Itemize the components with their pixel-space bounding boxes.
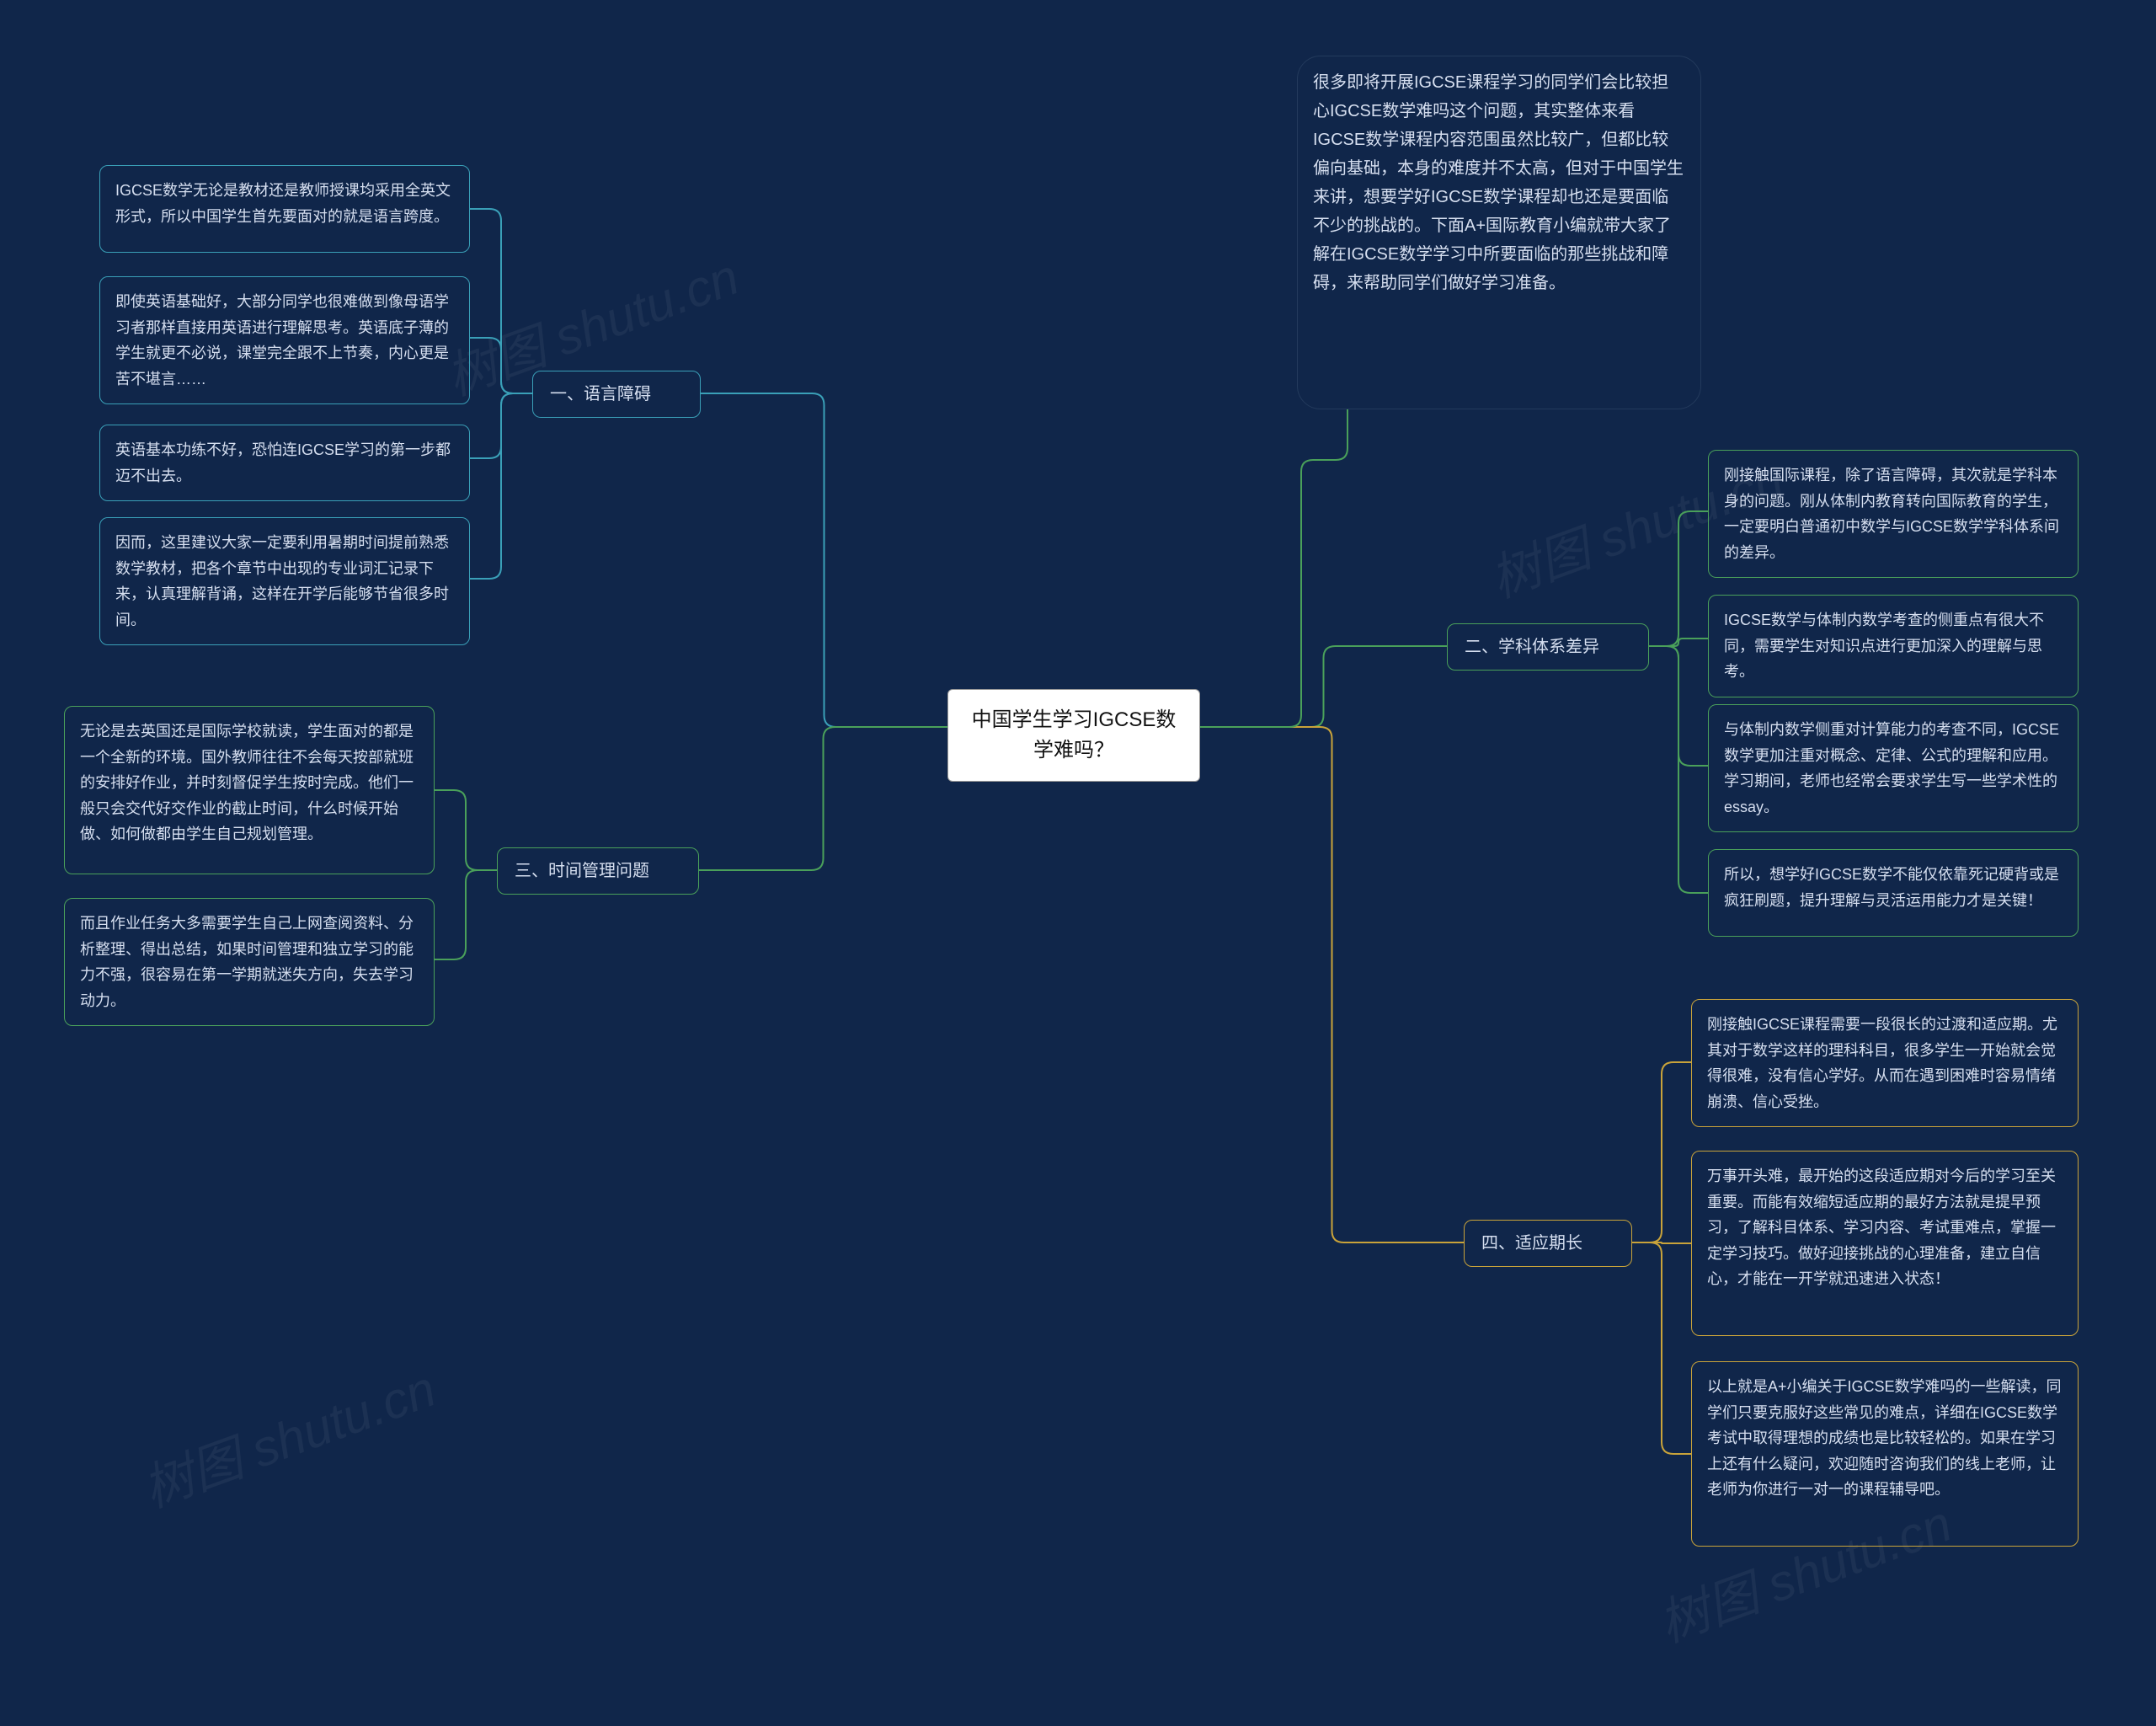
leaf-node: 因而，这里建议大家一定要利用暑期时间提前熟悉数学教材，把各个章节中出现的专业词汇… — [99, 517, 470, 645]
leaf-node: 刚接触IGCSE课程需要一段很长的过渡和适应期。尤其对于数学这样的理科科目，很多… — [1691, 999, 2079, 1127]
branch-label: 一、语言障碍 — [550, 385, 651, 403]
branch-label: 三、时间管理问题 — [515, 862, 649, 880]
branch-label: 二、学科体系差异 — [1465, 638, 1599, 656]
leaf-text: 因而，这里建议大家一定要利用暑期时间提前熟悉数学教材，把各个章节中出现的专业词汇… — [115, 534, 449, 628]
leaf-node: 刚接触国际课程，除了语言障碍，其次就是学科本身的问题。刚从体制内教育转向国际教育… — [1708, 450, 2079, 578]
branch-language-barrier: 一、语言障碍 — [532, 371, 701, 418]
center-topic: 中国学生学习IGCSE数学难吗？ — [947, 689, 1200, 782]
leaf-node: 所以，想学好IGCSE数学不能仅依靠死记硬背或是疯狂刷题，提升理解与灵活运用能力… — [1708, 849, 2079, 937]
leaf-node: IGCSE数学与体制内数学考查的侧重点有很大不同，需要学生对知识点进行更加深入的… — [1708, 595, 2079, 697]
leaf-node: 英语基本功练不好，恐怕连IGCSE学习的第一步都迈不出去。 — [99, 425, 470, 501]
leaf-text: IGCSE数学无论是教材还是教师授课均采用全英文形式，所以中国学生首先要面对的就… — [115, 182, 451, 225]
intro-text: 很多即将开展IGCSE课程学习的同学们会比较担心IGCSE数学难吗这个问题，其实… — [1313, 73, 1684, 292]
center-topic-text: 中国学生学习IGCSE数学难吗？ — [972, 708, 1177, 761]
leaf-text: 即使英语基础好，大部分同学也很难做到像母语学习者那样直接用英语进行理解思考。英语… — [115, 293, 449, 387]
branch-label: 四、适应期长 — [1481, 1234, 1582, 1253]
leaf-text: 而且作业任务大多需要学生自己上网查阅资料、分析整理、得出总结，如果时间管理和独立… — [80, 915, 414, 1009]
leaf-text: 与体制内数学侧重对计算能力的考查不同，IGCSE数学更加注重对概念、定律、公式的… — [1724, 721, 2059, 815]
leaf-text: 以上就是A+小编关于IGCSE数学难吗的一些解读，同学们只要克服好这些常见的难点… — [1707, 1378, 2062, 1498]
leaf-node: IGCSE数学无论是教材还是教师授课均采用全英文形式，所以中国学生首先要面对的就… — [99, 165, 470, 253]
leaf-text: 万事开头难，最开始的这段适应期对今后的学习至关重要。而能有效缩短适应期的最好方法… — [1707, 1168, 2056, 1287]
branch-adaptation-period: 四、适应期长 — [1464, 1220, 1632, 1267]
leaf-node: 以上就是A+小编关于IGCSE数学难吗的一些解读，同学们只要克服好这些常见的难点… — [1691, 1361, 2079, 1547]
leaf-text: IGCSE数学与体制内数学考查的侧重点有很大不同，需要学生对知识点进行更加深入的… — [1724, 612, 2044, 680]
watermark: 树图 shutu.cn — [131, 1348, 444, 1521]
branch-subject-system: 二、学科体系差异 — [1447, 623, 1649, 671]
intro-paragraph: 很多即将开展IGCSE课程学习的同学们会比较担心IGCSE数学难吗这个问题，其实… — [1297, 56, 1701, 409]
leaf-node: 万事开头难，最开始的这段适应期对今后的学习至关重要。而能有效缩短适应期的最好方法… — [1691, 1151, 2079, 1336]
leaf-text: 英语基本功练不好，恐怕连IGCSE学习的第一步都迈不出去。 — [115, 441, 451, 484]
branch-time-management: 三、时间管理问题 — [497, 847, 699, 895]
leaf-node: 与体制内数学侧重对计算能力的考查不同，IGCSE数学更加注重对概念、定律、公式的… — [1708, 704, 2079, 832]
leaf-text: 无论是去英国还是国际学校就读，学生面对的都是一个全新的环境。国外教师往往不会每天… — [80, 723, 414, 842]
leaf-node: 即使英语基础好，大部分同学也很难做到像母语学习者那样直接用英语进行理解思考。英语… — [99, 276, 470, 404]
leaf-node: 无论是去英国还是国际学校就读，学生面对的都是一个全新的环境。国外教师往往不会每天… — [64, 706, 435, 874]
leaf-node: 而且作业任务大多需要学生自己上网查阅资料、分析整理、得出总结，如果时间管理和独立… — [64, 898, 435, 1026]
leaf-text: 所以，想学好IGCSE数学不能仅依靠死记硬背或是疯狂刷题，提升理解与灵活运用能力… — [1724, 866, 2059, 909]
leaf-text: 刚接触国际课程，除了语言障碍，其次就是学科本身的问题。刚从体制内教育转向国际教育… — [1724, 467, 2059, 561]
leaf-text: 刚接触IGCSE课程需要一段很长的过渡和适应期。尤其对于数学这样的理科科目，很多… — [1707, 1016, 2057, 1110]
